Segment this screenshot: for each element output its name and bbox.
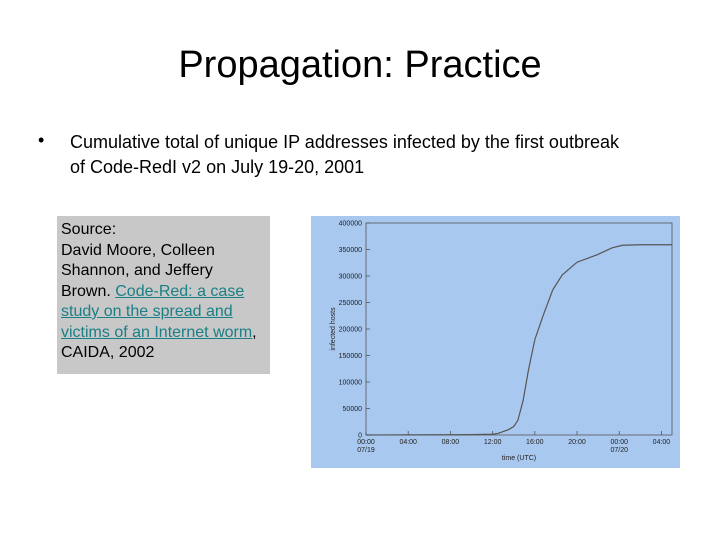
x-axis-label: time (UTC): [502, 455, 536, 462]
x-tick-label: 20:00: [568, 439, 586, 446]
source-authors: David Moore, Colleen Shannon, and Jeffer…: [61, 241, 215, 300]
y-tick-label: 50000: [343, 406, 363, 413]
x-tick-label: 16:00: [526, 439, 544, 446]
source-label: Source:: [61, 221, 117, 238]
slide-title: Propagation: Practice: [178, 44, 542, 86]
source-tail: , CAIDA, 2002: [61, 323, 257, 362]
x-tick-label: 08:00: [442, 439, 460, 446]
y-tick-label: 150000: [339, 353, 362, 360]
chart: time (UTC) infected hosts 0 50000 100000 15…: [311, 216, 680, 468]
source-box: Source: David Moore, Colleen Shannon, and…: [57, 216, 270, 374]
x-tick-label: 12:00: [484, 439, 502, 446]
y-tick-label: 0: [358, 433, 362, 440]
y-tick-label: 100000: [339, 380, 362, 387]
data-line: [365, 244, 672, 436]
x-tick-label: 00:00 07/20: [610, 439, 628, 454]
bullet-marker: •: [38, 130, 45, 150]
y-axis-label: infected hosts: [330, 307, 337, 351]
y-tick-label: 350000: [339, 247, 362, 254]
y-tick-label: 200000: [339, 327, 362, 334]
x-tick-label: 00:00 07/19: [357, 439, 375, 454]
x-tick-label: 04:00: [399, 439, 417, 446]
bullet-text: Cumulative total of unique IP addresses …: [70, 132, 619, 177]
y-tick-label: 300000: [339, 274, 362, 281]
y-tick-label: 400000: [339, 221, 362, 228]
chart-background: [311, 216, 680, 468]
y-tick-label: 250000: [339, 300, 362, 307]
x-tick-label: 04:00: [653, 439, 671, 446]
source-link[interactable]: Code-Red: a case study on the spread and…: [61, 282, 253, 341]
